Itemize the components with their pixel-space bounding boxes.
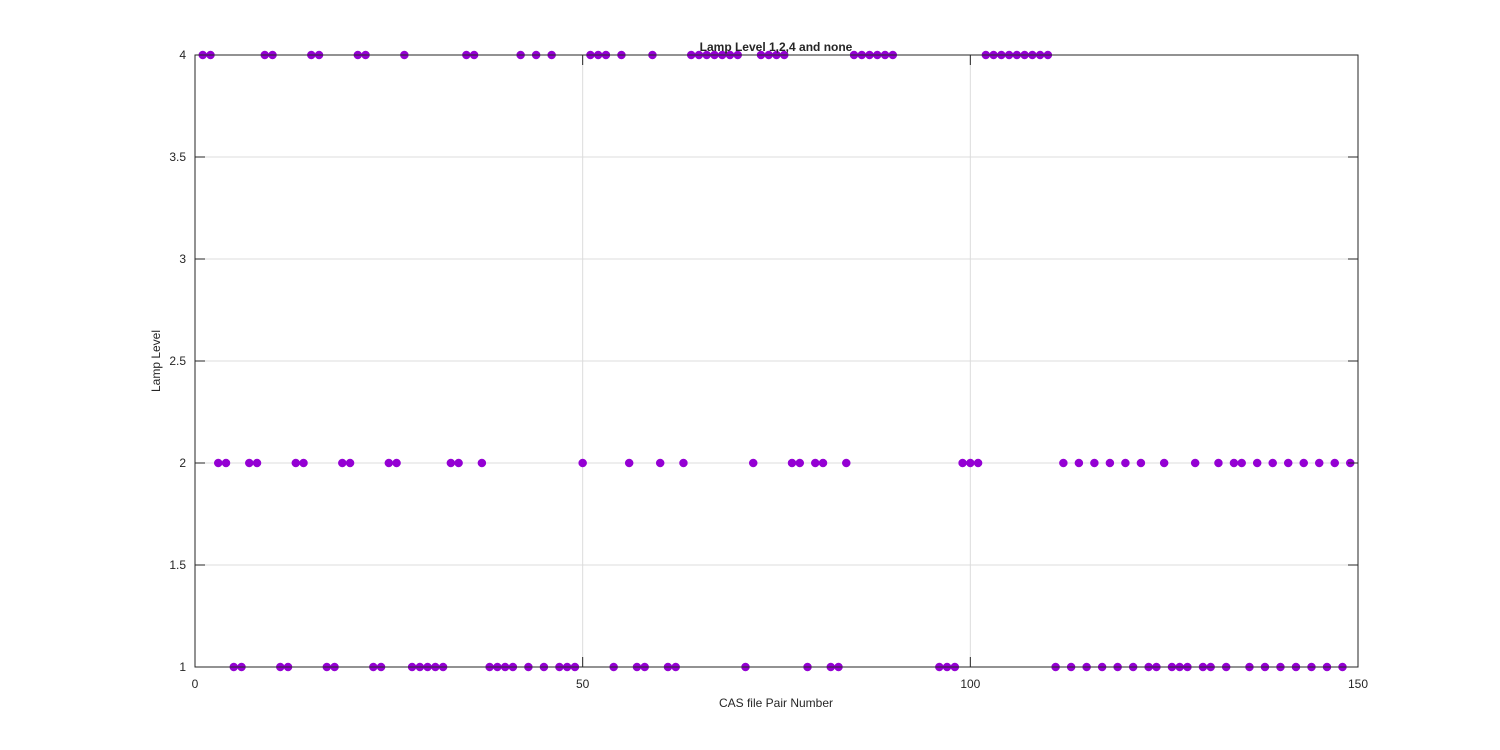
- x-axis-label: CAS file Pair Number: [719, 696, 833, 710]
- data-point: [1105, 458, 1115, 468]
- data-point: [1237, 458, 1246, 468]
- y-tick-label: 2: [179, 456, 186, 470]
- data-point: [811, 458, 820, 468]
- y-tick-label: 4: [179, 48, 186, 62]
- data-point: [748, 458, 758, 468]
- data-point: [446, 458, 456, 468]
- y-tick-labels: 1 1.5 2 2.5 3 3.5 4: [169, 48, 186, 674]
- data-point: [1283, 458, 1293, 468]
- data-point: [1121, 458, 1130, 468]
- y-axis-label: Lamp Level: [149, 330, 163, 392]
- y-tick-label: 2.5: [169, 354, 186, 368]
- data-point: [477, 458, 487, 468]
- data-point: [578, 458, 587, 468]
- ticks: [194, 54, 1359, 668]
- data-point: [1330, 458, 1339, 468]
- data-point: [1214, 458, 1223, 468]
- data-point: [245, 458, 254, 468]
- data-point: [1159, 458, 1169, 468]
- data-point: [842, 458, 851, 468]
- data-point: [1229, 458, 1239, 468]
- data-point: [392, 458, 401, 468]
- x-tick-labels: 0 50 100 150: [192, 677, 1369, 691]
- data-point: [1299, 458, 1308, 468]
- y-tick-label: 3: [179, 252, 186, 266]
- data-point: [454, 458, 463, 468]
- x-tick-label: 100: [960, 677, 980, 691]
- chart-title: Lamp Level 1,2,4 and none: [700, 40, 853, 54]
- x-tick-label: 150: [1348, 677, 1368, 691]
- data-point: [818, 458, 828, 468]
- data-point: [338, 458, 347, 468]
- data-point: [966, 458, 975, 468]
- x-tick-label: 50: [576, 677, 590, 691]
- y-tick-label: 1: [179, 660, 186, 674]
- data-point: [1090, 458, 1099, 468]
- data-point: [1074, 458, 1084, 468]
- data-point: [1252, 458, 1262, 468]
- data-point: [973, 458, 983, 468]
- data-point: [958, 458, 967, 468]
- data-point: [291, 458, 301, 468]
- data-point: [1268, 458, 1277, 468]
- data-point: [624, 458, 634, 468]
- data-point: [679, 458, 688, 468]
- data-point: [1314, 458, 1324, 468]
- data-point: [384, 458, 394, 468]
- data-point: [1136, 458, 1146, 468]
- data-point: [787, 458, 797, 468]
- data-point: [252, 458, 262, 468]
- data-point: [1059, 458, 1068, 468]
- data-point: [1190, 458, 1200, 468]
- data-point: [221, 458, 231, 468]
- data-point: [655, 458, 665, 468]
- data-point: [299, 458, 308, 468]
- data-point: [795, 458, 805, 468]
- x-tick-label: 0: [192, 677, 199, 691]
- data-point: [214, 458, 223, 468]
- y-tick-label: 1.5: [169, 558, 186, 572]
- y-tick-label: 3.5: [169, 150, 186, 164]
- data-point: [345, 458, 355, 468]
